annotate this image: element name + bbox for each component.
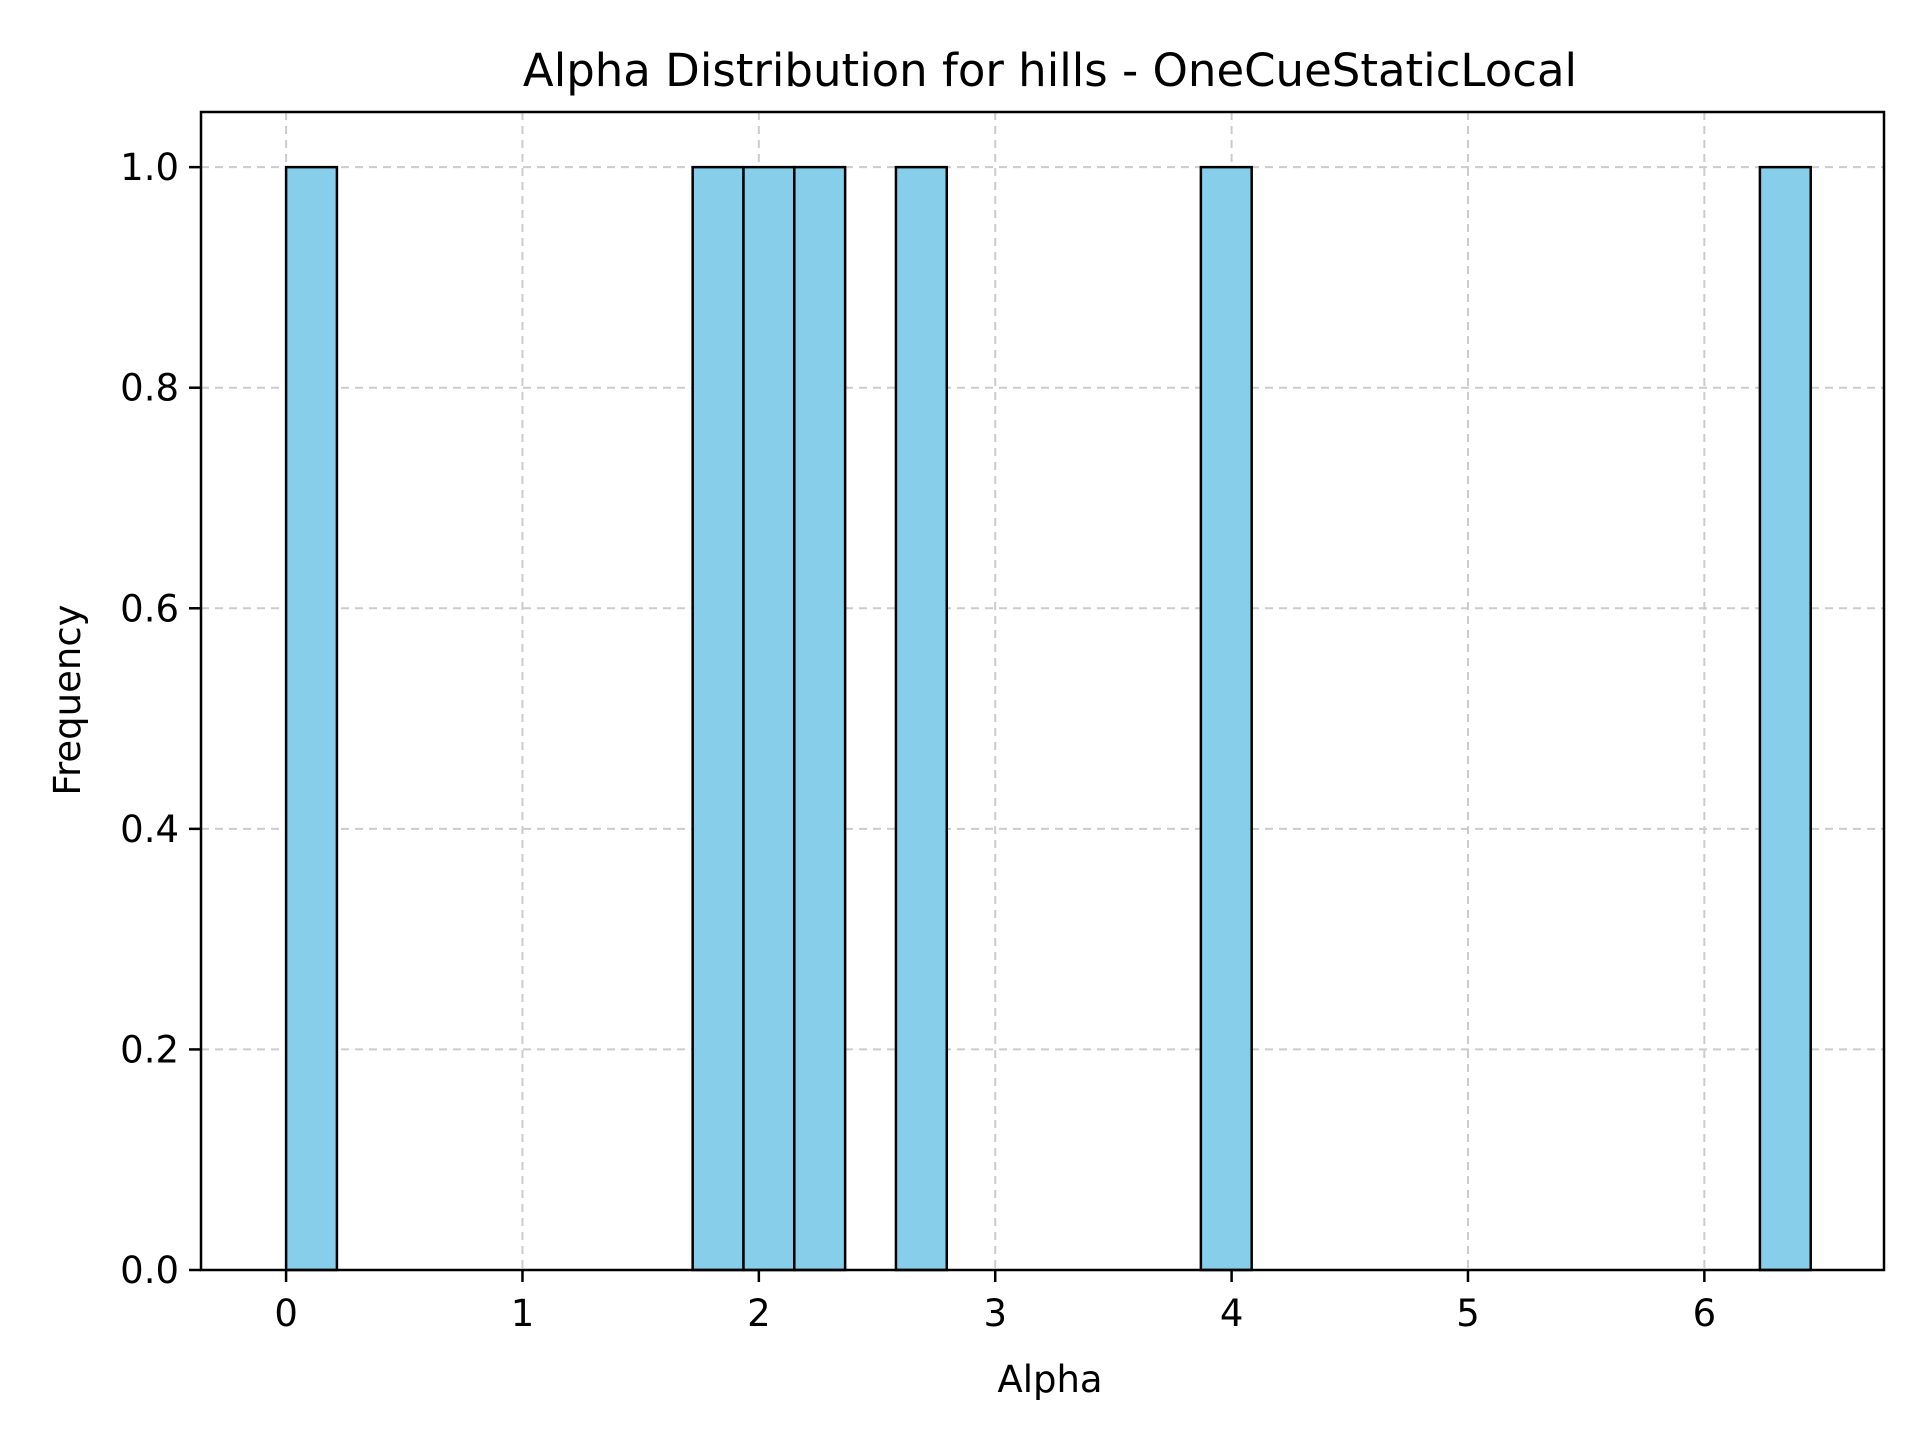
histogram-bar [1758, 165, 1812, 1272]
x-tick-label: 6 [1693, 1292, 1717, 1335]
axes [199, 110, 1886, 1272]
y-axis-label: Frequency [46, 604, 89, 795]
x-tick-label: 5 [1456, 1292, 1480, 1335]
chart-title: Alpha Distribution for hills - OneCueSta… [523, 44, 1577, 97]
tick-marks-and-labels: 0 1 2 3 4 5 6 0.0 0.2 0.4 0.6 0.8 1.0 [120, 146, 1716, 1335]
y-tick-label: 0.6 [120, 587, 179, 630]
x-tick-label: 2 [747, 1292, 771, 1335]
y-tick-label: 0.4 [120, 808, 179, 851]
plot-frame [199, 110, 1886, 1272]
histogram-bar [284, 165, 339, 1272]
histogram-bar [691, 165, 745, 1272]
y-tick-label: 0.8 [120, 367, 179, 410]
y-tick-label: 1.0 [120, 146, 179, 189]
histogram-bar [1199, 165, 1253, 1272]
x-tick-label: 3 [983, 1292, 1007, 1335]
histogram-bars [284, 165, 1812, 1272]
x-tick-label: 0 [274, 1292, 298, 1335]
y-tick-label: 0.2 [120, 1028, 179, 1071]
histogram-bar [894, 165, 949, 1272]
y-tick-label: 0.0 [120, 1249, 179, 1292]
histogram-bar [742, 165, 796, 1272]
histogram-bar [793, 165, 847, 1272]
x-axis-label: Alpha [997, 1358, 1102, 1401]
x-tick-label: 1 [511, 1292, 535, 1335]
x-tick-label: 4 [1220, 1292, 1244, 1335]
